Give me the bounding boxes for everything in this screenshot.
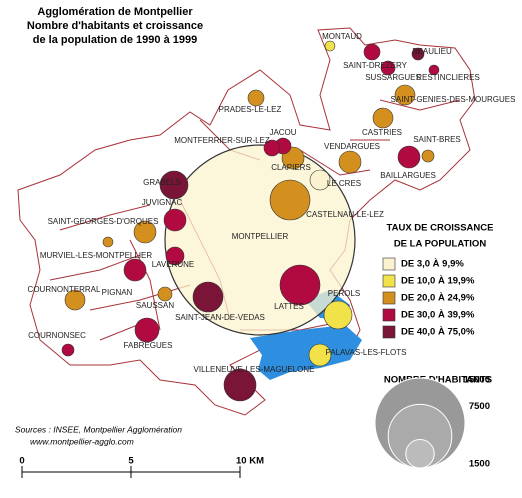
commune-circle xyxy=(123,258,147,282)
legend-label: DE 10,0 À 19,9% xyxy=(401,276,475,287)
commune-label: PALAVAS-LES-FLOTS xyxy=(326,348,407,357)
size-circle xyxy=(405,439,435,469)
commune-label: VENDARGUES xyxy=(324,142,380,151)
commune-label: JACOU xyxy=(269,128,296,137)
title-line: Nombre d'habitants et croissance xyxy=(27,20,203,32)
commune-label: SAUSSAN xyxy=(136,301,174,310)
commune-label: COURNONTERRAL xyxy=(28,285,101,294)
commune-label: PRADES-LE-LEZ xyxy=(219,105,282,114)
commune-label: SAINT-JEAN-DE-VEDAS xyxy=(175,313,265,322)
commune-circle xyxy=(159,170,189,200)
title-line: Agglomération de Montpellier xyxy=(37,6,193,18)
commune-label: VILLENEUVE-LES-MAGUELONE xyxy=(194,365,315,374)
commune-labels: MONTAUD BEAULIEU SAINT-DREZERY SUSSARGUESRE… xyxy=(28,32,516,374)
legend-title: TAUX DE CROISSANCE xyxy=(387,223,494,234)
commune-circle xyxy=(165,246,185,266)
commune-circle xyxy=(163,208,187,232)
commune-label: COURNONSEC xyxy=(28,331,86,340)
commune-circle xyxy=(308,343,332,367)
legend-swatch xyxy=(382,291,396,305)
commune-label: SAINT-DREZERY xyxy=(343,61,408,70)
commune-label: BEAULIEU xyxy=(412,47,452,56)
scale-label: 5 xyxy=(128,456,134,467)
commune-circle xyxy=(134,317,160,343)
size-legend: NOMBRE D'HABITANTS 15000 7500 1500 xyxy=(374,375,492,470)
growth-legend: TAUX DE CROISSANCE DE LA POPULATION DE 3… xyxy=(382,223,494,339)
commune-label: CASTRIES xyxy=(362,128,402,137)
scale-label: 10 KM xyxy=(236,456,264,467)
commune-circle xyxy=(324,40,336,52)
source-line: Sources : INSEE, Montpellier Agglomérati… xyxy=(15,424,182,434)
commune-circle xyxy=(223,368,257,402)
legend-label: DE 30,0 À 39,9% xyxy=(401,310,475,321)
scale-label: 0 xyxy=(19,456,24,467)
commune-circle xyxy=(102,236,114,248)
commune-label: MURVIEL-LES-MONTPELLIER xyxy=(40,251,153,260)
commune-circle xyxy=(309,169,331,191)
sources: Sources : INSEE, Montpellier Agglomérati… xyxy=(15,424,182,446)
commune-circle xyxy=(192,281,224,313)
commune-circle xyxy=(338,150,362,174)
size-label: 7500 xyxy=(469,401,490,412)
commune-circle xyxy=(157,286,173,302)
commune-circle xyxy=(247,89,265,107)
commune-circle xyxy=(279,264,321,306)
commune-label: SAINT-BRES xyxy=(413,135,461,144)
legend-swatch xyxy=(382,325,396,339)
commune-circle xyxy=(394,84,416,106)
commune-circle xyxy=(397,145,421,169)
legend-swatch xyxy=(382,274,396,288)
title-line: de la population de 1990 à 1999 xyxy=(33,34,197,46)
commune-label: LE CRES xyxy=(327,179,361,188)
source-line: www.montpellier-agglo.com xyxy=(30,436,134,446)
commune-circle xyxy=(64,289,86,311)
circles xyxy=(61,40,440,402)
commune-label: PIGNAN xyxy=(102,288,133,297)
commune-label: MONTFERRIER-SUR-LEZ xyxy=(174,136,270,145)
commune-circle xyxy=(372,107,394,129)
size-label: 15000 xyxy=(464,375,490,386)
legend-title: NOMBRE D'HABITANTS xyxy=(384,375,492,386)
commune-label: RESTINCLIERES xyxy=(416,73,480,82)
legend-label: DE 3,0 À 9,9% xyxy=(401,259,464,270)
commune-label: GRABELS xyxy=(143,178,181,187)
commune-circle xyxy=(133,220,157,244)
commune-label: LATTES xyxy=(274,302,304,311)
commune-label: MONTAUD xyxy=(322,32,362,41)
commune-circle xyxy=(61,343,75,357)
commune-circle xyxy=(421,149,435,163)
commune-label: BAILLARGUES xyxy=(380,171,436,180)
legend-swatch xyxy=(382,308,396,322)
size-label: 1500 xyxy=(469,459,490,470)
commune-circle xyxy=(428,64,440,76)
commune-label: SUSSARGUES xyxy=(365,73,421,82)
commune-circle xyxy=(363,43,381,61)
commune-circle xyxy=(263,139,281,157)
commune-label: CASTELNAU-LE-LEZ xyxy=(306,210,384,219)
commune-label: SAINT-GENIES-DES-MOURGUES xyxy=(391,95,516,104)
commune-circle xyxy=(323,300,353,330)
commune-circle xyxy=(269,179,311,221)
legend-title: DE LA POPULATION xyxy=(394,239,487,250)
legend-label: DE 20,0 À 24,9% xyxy=(401,293,475,304)
legend-label: DE 40,0 À 75,0% xyxy=(401,327,475,338)
commune-circle xyxy=(411,47,425,61)
commune-label: FABREGUES xyxy=(124,341,173,350)
commune-label: PEROLS xyxy=(328,289,360,298)
commune-label: LAVERUNE xyxy=(152,260,195,269)
commune-circle xyxy=(380,60,396,76)
title: Agglomération de Montpellier Nombre d'ha… xyxy=(27,6,203,46)
commune-label: SAINT-GEORGES-D'ORQUES xyxy=(48,217,159,226)
commune-label: MONTPELLIER xyxy=(232,232,289,241)
commune-label: JUVIGNAC xyxy=(142,198,183,207)
legend-swatch xyxy=(382,257,396,271)
scale-bar: 0 5 10 KM xyxy=(19,456,264,478)
commune-label: CLAPIERS xyxy=(271,163,311,172)
